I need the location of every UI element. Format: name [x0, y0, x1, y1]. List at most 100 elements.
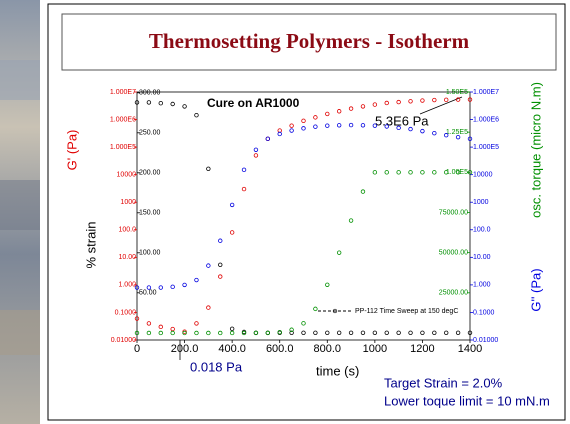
data-point	[361, 190, 365, 194]
data-point	[421, 171, 425, 175]
data-point	[147, 331, 151, 335]
data-point	[314, 116, 318, 120]
data-point	[397, 100, 401, 104]
tick-label: 50.00	[139, 290, 157, 297]
tick-label: 300.00	[139, 90, 161, 97]
photo-tile	[0, 60, 40, 100]
tick-label: 1.00E5	[446, 169, 468, 176]
data-point	[337, 123, 341, 127]
data-point	[207, 331, 211, 335]
x-tick-label: 400.0	[218, 343, 246, 355]
photo-tile	[0, 310, 40, 355]
tick-label: 50000.00	[439, 249, 468, 256]
data-point	[290, 124, 294, 128]
y-axis-label: G' (Pa)	[64, 130, 79, 171]
data-point	[183, 283, 187, 287]
data-point	[325, 331, 329, 335]
tick-label: 150.00	[139, 210, 161, 217]
tick-label: 0.01000	[111, 337, 136, 344]
data-point	[171, 285, 175, 289]
data-point	[218, 331, 222, 335]
data-point	[314, 307, 318, 311]
legend-label: PP-112 Time Sweep at 150 degC	[355, 308, 458, 315]
x-tick-label: 1200	[410, 343, 434, 355]
tick-label: 0.1000	[473, 309, 495, 316]
data-point	[349, 107, 353, 111]
tick-label: 1.50E5	[446, 89, 468, 96]
data-point	[159, 331, 163, 335]
x-tick-label: 800.0	[314, 343, 342, 355]
tick-label: 25000.00	[439, 290, 468, 297]
data-point	[325, 124, 329, 128]
tick-label: 1.000E5	[110, 144, 136, 151]
data-point	[433, 171, 437, 175]
tick-label: 10.00	[118, 254, 136, 261]
data-point	[421, 129, 425, 133]
data-point	[254, 154, 258, 158]
slide: Thermosetting Polymers - Isotherm Cure o…	[0, 0, 570, 424]
data-point	[373, 103, 377, 107]
data-point	[349, 331, 353, 335]
data-point	[218, 275, 222, 279]
data-point	[195, 278, 199, 282]
data-point	[456, 331, 460, 335]
tick-label: 1.000E5	[473, 144, 499, 151]
data-point	[444, 98, 448, 102]
data-point	[207, 306, 211, 310]
tick-label: 100.0	[118, 227, 136, 234]
tick-label: 250.00	[139, 130, 161, 137]
strain-axis-label: % strain	[83, 222, 98, 269]
data-point	[207, 264, 211, 268]
annotation: Lower toque limit = 10 mN.m	[384, 393, 550, 408]
data-point	[361, 105, 365, 109]
data-point	[337, 331, 341, 335]
data-point	[159, 101, 163, 105]
data-point	[171, 327, 175, 331]
data-point	[421, 99, 425, 103]
data-point	[337, 251, 341, 255]
x-tick-label: 1400	[458, 343, 482, 355]
tick-label: 1.000E6	[473, 116, 499, 123]
torque-axis-label: osc. torque (micro N.m)	[528, 82, 543, 218]
data-point	[433, 98, 437, 102]
tick-label: 100.0	[473, 227, 491, 234]
x-tick-label: 0	[134, 343, 140, 355]
tick-label: 1.25E5	[446, 129, 468, 136]
data-point	[433, 331, 437, 335]
data-point	[171, 331, 175, 335]
tick-label: 100.00	[139, 250, 161, 257]
tick-label: 0.1000	[115, 309, 137, 316]
data-point	[218, 263, 222, 267]
data-point	[195, 113, 199, 117]
data-point	[242, 168, 246, 172]
tick-label: 1000	[473, 199, 489, 206]
data-point	[337, 109, 341, 113]
data-point	[207, 167, 211, 171]
data-point	[290, 129, 294, 133]
data-point	[171, 102, 175, 106]
data-point	[325, 283, 329, 287]
x-tick-label: 600.0	[266, 343, 294, 355]
data-point	[302, 127, 306, 131]
annotation: Cure on AR1000	[207, 96, 300, 110]
data-point	[195, 322, 199, 326]
tick-label: 10.00	[473, 254, 491, 261]
data-point	[195, 331, 199, 335]
data-point	[302, 322, 306, 326]
data-point	[361, 123, 365, 127]
data-point	[361, 331, 365, 335]
data-point	[397, 331, 401, 335]
data-point	[409, 99, 413, 103]
tick-label: 75000.00	[439, 209, 468, 216]
x-axis-label: time (s)	[316, 363, 359, 378]
data-point	[254, 148, 258, 152]
data-point	[266, 137, 270, 141]
data-point	[230, 331, 234, 335]
data-point	[444, 331, 448, 335]
title: Thermosetting Polymers - Isotherm	[149, 29, 470, 53]
data-point	[230, 231, 234, 235]
data-point	[397, 171, 401, 175]
tick-label: 1.000	[473, 282, 491, 289]
data-point	[159, 286, 163, 290]
data-point	[325, 112, 329, 116]
